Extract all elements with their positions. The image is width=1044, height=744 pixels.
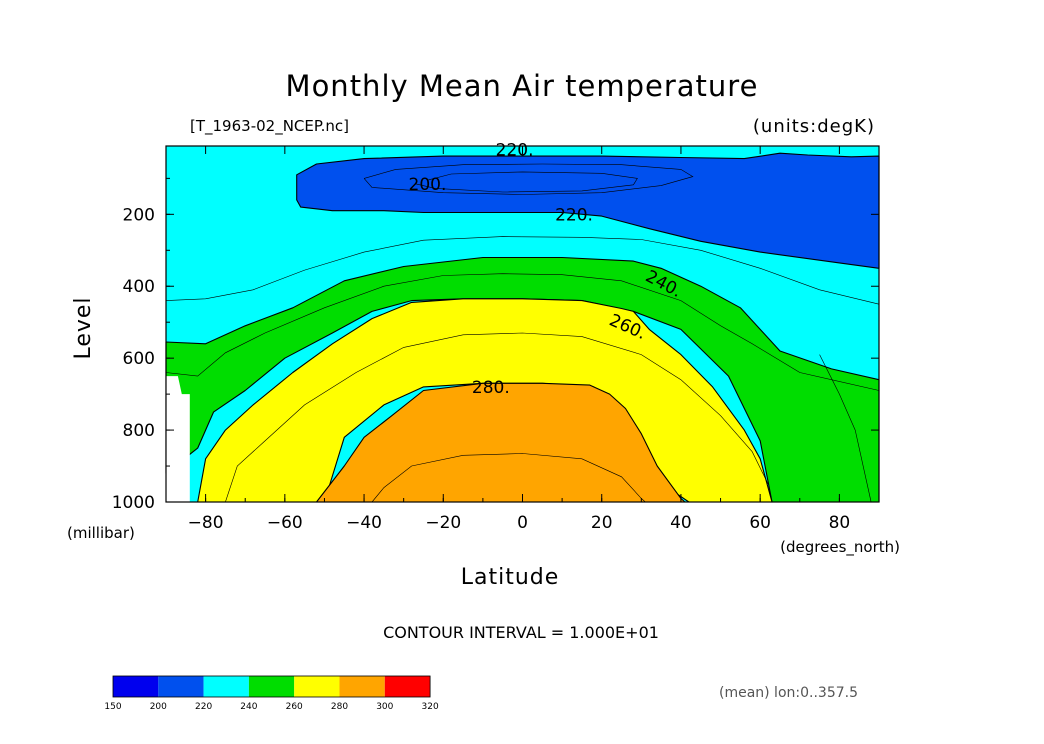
contour-line-0 — [415, 171, 638, 193]
x-tick-label-5: 20 — [591, 513, 613, 533]
contour-label-1: 200. — [409, 175, 447, 195]
colorbar-level-1: 200 — [150, 702, 167, 712]
y-tick-label-3: 800 — [123, 421, 155, 441]
contour-label-0: 220. — [496, 141, 534, 161]
x-axis-label: Latitude — [461, 565, 560, 590]
contour-line-6 — [819, 354, 872, 503]
colorbar-level-7: 320 — [422, 702, 439, 712]
y-axis-ticks: 200 400 600 800 1000 — [112, 177, 879, 513]
colorbar-frame — [112, 675, 431, 698]
y-axis-label: Level — [71, 296, 96, 359]
x-axis-ticks: −80 −60 −40 −20 0 20 40 60 80 — [165, 146, 880, 533]
colorbar-level-6: 300 — [376, 702, 393, 712]
colorbar-swatch-0 — [113, 676, 159, 697]
colorbar-level-3: 240 — [240, 702, 257, 712]
colorbar-level-5: 280 — [331, 702, 348, 712]
colorbar-swatch-5 — [339, 676, 385, 697]
contour-band-1 — [296, 152, 880, 269]
plot-area: 220.200.220.240.260.280. — [165, 141, 880, 503]
x-tick-label-2: −40 — [346, 513, 382, 533]
contour-line-2 — [165, 236, 880, 305]
contour-line-4 — [225, 332, 769, 503]
x-tick-label-4: 0 — [517, 513, 528, 533]
colorbar: 150 200 220 240 260 280 300 320 — [104, 675, 439, 712]
contour-isolines — [165, 163, 880, 503]
y-tick-label-0: 200 — [123, 205, 155, 225]
colorbar-level-0: 150 — [104, 702, 121, 712]
colorbar-level-4: 260 — [286, 702, 303, 712]
colorbar-swatch-4 — [294, 676, 340, 697]
colorbar-level-2: 220 — [195, 702, 212, 712]
x-axis-units: (degrees_north) — [780, 538, 900, 557]
x-tick-label-7: 60 — [749, 513, 771, 533]
x-tick-label-6: 40 — [670, 513, 692, 533]
units-label: (units:degK) — [753, 116, 875, 137]
colorbar-swatch-3 — [248, 676, 295, 697]
contour-line-1 — [363, 163, 694, 195]
filled-contour-bands — [165, 152, 880, 503]
x-tick-label-3: −20 — [425, 513, 461, 533]
y-tick-label-1: 400 — [123, 277, 155, 297]
contour-line-5 — [371, 453, 646, 503]
contour-band-5 — [166, 376, 190, 502]
x-tick-label-8: 80 — [829, 513, 851, 533]
x-tick-label-1: −60 — [267, 513, 303, 533]
contour-label-5: 280. — [472, 378, 510, 398]
y-axis-units: (millibar) — [67, 524, 135, 542]
colorbar-swatch-6 — [384, 676, 431, 697]
chart-title: Monthly Mean Air temperature — [286, 69, 759, 103]
y-tick-label-4: 1000 — [112, 493, 155, 513]
contour-interval-label: CONTOUR INTERVAL = 1.000E+01 — [383, 623, 659, 642]
source-file-label: [T_1963-02_NCEP.nc] — [190, 117, 349, 136]
contour-label-2: 220. — [555, 205, 593, 225]
mean-note: (mean) lon:0..357.5 — [719, 685, 858, 701]
colorbar-swatch-1 — [158, 676, 204, 697]
contour-band-4 — [315, 382, 686, 503]
y-tick-label-2: 600 — [123, 349, 155, 369]
colorbar-swatch-2 — [203, 676, 249, 697]
contour-line-3 — [165, 273, 880, 391]
x-tick-label-0: −80 — [188, 513, 224, 533]
